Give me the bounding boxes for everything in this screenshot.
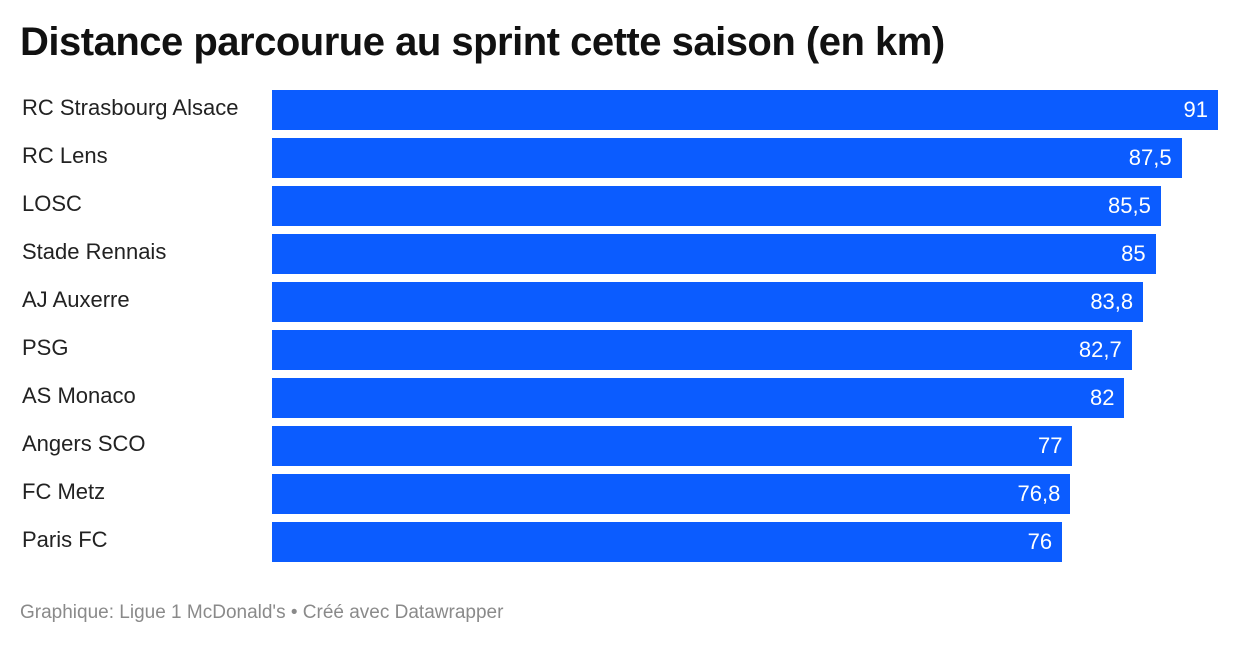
value-label: 87,5: [1128, 145, 1172, 170]
chart-footer: Graphique: Ligue 1 McDonald's • Créé ave…: [20, 602, 504, 623]
category-label: AJ Auxerre: [22, 287, 130, 312]
category-label: LOSC: [22, 191, 82, 216]
chart-title: Distance parcourue au sprint cette saiso…: [20, 20, 945, 64]
bar-row: Stade Rennais 85: [0, 232, 1240, 274]
bar-row: Angers SCO 77: [0, 424, 1240, 466]
bar: 87,5: [272, 138, 1182, 178]
bar: 85: [272, 234, 1156, 274]
bar-row: AJ Auxerre 83,8: [0, 280, 1240, 322]
bar: 85,5: [272, 186, 1161, 226]
value-label: 85: [1121, 241, 1146, 266]
bar-row: RC Lens 87,5: [0, 136, 1240, 178]
category-label: RC Lens: [22, 143, 108, 168]
category-label: Stade Rennais: [22, 239, 167, 264]
category-label: FC Metz: [22, 479, 106, 504]
bar: 91: [272, 90, 1218, 130]
value-label: 82: [1089, 385, 1115, 410]
value-label: 77: [1037, 433, 1063, 458]
bar-row: FC Metz 76,8: [0, 472, 1240, 514]
bar: 83,8: [272, 282, 1144, 322]
bar: 82: [272, 378, 1125, 418]
bar: 82,7: [272, 330, 1132, 370]
bar-row: Paris FC 76: [0, 520, 1240, 562]
category-label: PSG: [22, 335, 69, 360]
category-label: Paris FC: [22, 527, 108, 552]
bar-row: AS Monaco 82: [0, 376, 1240, 418]
bar: 76,8: [272, 474, 1071, 514]
bar: 77: [272, 426, 1073, 466]
value-label: 76: [1027, 529, 1053, 554]
value-label: 82,7: [1078, 337, 1122, 362]
bar: 76: [272, 522, 1063, 562]
bar-row: PSG 82,7: [0, 328, 1240, 370]
bar-row: RC Strasbourg Alsace 91: [0, 88, 1240, 130]
category-label: AS Monaco: [22, 383, 136, 408]
category-label: RC Strasbourg Alsace: [22, 95, 239, 120]
bar-row: LOSC 85,5: [0, 184, 1240, 226]
value-label: 85,5: [1107, 193, 1151, 218]
value-label: 76,8: [1017, 481, 1061, 506]
category-label: Angers SCO: [22, 431, 146, 456]
value-label: 83,8: [1090, 289, 1134, 314]
value-label: 91: [1183, 97, 1208, 122]
bar-chart: RC Strasbourg Alsace 91 RC Lens 87,5 LOSC 85,…: [0, 88, 1240, 568]
